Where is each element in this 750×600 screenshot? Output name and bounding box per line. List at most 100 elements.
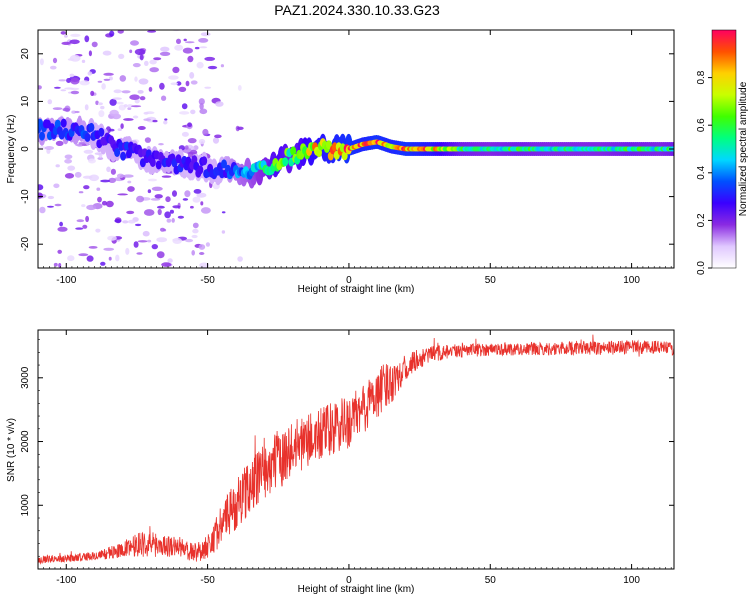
spectrogram-noise-blob xyxy=(88,158,96,164)
spectrogram-noise-blob xyxy=(64,173,75,179)
spectrogram-noise-blob xyxy=(199,108,208,115)
spectrogram-noise-blob xyxy=(53,86,61,89)
spectrogram-noise-blob xyxy=(190,146,195,151)
spectrogram-noise-blob xyxy=(90,90,95,96)
spectrogram-noise-blob xyxy=(127,186,135,192)
spectrogram-noise-blob xyxy=(55,140,64,146)
spectrogram-y-tick-label: 20 xyxy=(20,48,31,60)
spectrogram-noise-blob xyxy=(214,134,222,139)
spectrogram-noise-blob xyxy=(221,230,226,234)
spectrogram-noise-blob xyxy=(187,55,194,63)
spectrogram-noise-blob xyxy=(47,205,54,208)
spectrogram-noise-blob xyxy=(149,59,157,65)
spectrogram-noise-blob xyxy=(189,72,195,79)
spectrogram-noise-blob xyxy=(192,196,201,203)
snr-series-line xyxy=(37,334,675,565)
spectrogram-noise-blob xyxy=(136,195,145,203)
spectrogram-noise-blob xyxy=(139,54,144,61)
spectrogram-noise-blob xyxy=(172,237,182,244)
spectrogram-noise-blob xyxy=(106,166,111,173)
spectrogram-noise-blob xyxy=(198,98,205,105)
snr-x-tick-label: -100 xyxy=(56,575,76,586)
spectrogram-noise-blob xyxy=(149,67,159,73)
spectrogram-ridge-cell xyxy=(120,151,127,161)
spectrogram-noise-blob xyxy=(96,187,101,191)
spectrogram-noise-blob xyxy=(144,137,151,143)
colorbar-label: Normalized spectral amplitude xyxy=(738,81,749,216)
spectrogram-noise-blob xyxy=(57,226,68,232)
spectrogram-noise-blob xyxy=(198,244,206,250)
snr-y-label: SNR (10 * v/v) xyxy=(6,418,17,482)
spectrogram-noise-blob xyxy=(159,51,171,57)
spectrogram-noise-blob xyxy=(123,118,134,121)
spectrogram-noise-blob xyxy=(81,59,86,64)
spectrogram-noise-blob xyxy=(69,73,75,78)
spectrogram-noise-blob xyxy=(198,38,209,43)
spectrogram-noise-blob xyxy=(91,41,98,48)
spectrogram-noise-blob xyxy=(137,240,148,243)
spectrogram-ridge-cell xyxy=(88,122,95,132)
spectrogram-noise-blob xyxy=(122,220,129,224)
spectrogram-noise-blob xyxy=(174,44,184,51)
spectrogram-noise-blob xyxy=(69,39,80,45)
spectrogram-noise-blob xyxy=(133,241,139,248)
spectrogram-noise-blob xyxy=(143,209,155,216)
spectrogram-noise-blob xyxy=(64,34,68,38)
spectrogram-noise-blob xyxy=(139,96,146,101)
spectrogram-noise-blob xyxy=(134,76,138,82)
spectrogram-ridge-cell xyxy=(84,132,91,142)
spectrogram-noise-blob xyxy=(58,79,67,82)
spectrogram-ridge-cell xyxy=(98,127,105,137)
colorbar-gradient xyxy=(711,29,737,269)
spectrogram-ridge-cell xyxy=(114,148,121,157)
spectrogram-noise-blob xyxy=(97,157,104,160)
spectrogram-noise-blob xyxy=(185,80,190,87)
spectrogram-y-label: Frequency (Hz) xyxy=(6,115,17,184)
spectrogram-noise-blob xyxy=(94,152,103,155)
spectrogram-noise-blob xyxy=(97,80,103,83)
snr-y-tick-label: 3000 xyxy=(20,366,31,389)
spectrogram-noise-blob xyxy=(147,189,152,194)
spectrogram-noise-blob xyxy=(105,200,114,208)
spectrogram-noise-blob xyxy=(143,118,152,121)
spectrogram-noise-blob xyxy=(182,47,193,54)
spectrogram-noise-blob xyxy=(192,222,199,229)
spectrogram-noise-blob xyxy=(127,219,136,224)
spectrogram-noise-blob xyxy=(220,64,224,68)
spectrogram-noise-blob xyxy=(215,101,224,107)
spectrogram-noise-blob xyxy=(53,262,58,267)
spectrogram-ridge-cell xyxy=(282,157,289,167)
spectrogram-noise-blob xyxy=(103,72,114,76)
snr-y-tick-label: 2000 xyxy=(20,430,31,453)
spectrogram-noise-blob xyxy=(62,107,71,112)
spectrogram-noise-blob xyxy=(130,40,139,46)
spectrogram-noise-blob xyxy=(69,54,81,62)
spectrogram-noise-blob xyxy=(151,186,163,191)
colorbar-tick-label: 0.2 xyxy=(696,213,707,227)
spectrogram-noise-blob xyxy=(172,190,177,197)
spectrogram-noise-blob xyxy=(127,104,133,108)
spectrogram-noise-blob xyxy=(119,75,127,82)
spectrogram-noise-blob xyxy=(150,198,161,201)
spectrogram-noise-blob xyxy=(102,50,112,56)
spectrogram-noise-blob xyxy=(190,109,196,115)
spectrogram-noise-blob xyxy=(117,30,124,34)
spectrogram-ridge-cell xyxy=(60,118,67,128)
spectrogram-noise-blob xyxy=(86,204,97,211)
spectrogram-noise-blob xyxy=(108,256,112,261)
spectrogram-noise-blob xyxy=(161,95,167,101)
spectrogram-noise-blob xyxy=(159,82,165,90)
spectrogram-noise-blob xyxy=(199,252,205,255)
spectrogram-noise-blob xyxy=(75,143,83,147)
spectrogram-noise-blob xyxy=(52,57,58,64)
spectrogram-noise-blob xyxy=(190,80,198,85)
spectrogram-noise-blob xyxy=(110,168,116,175)
spectrogram-noise-blob xyxy=(172,205,181,209)
spectrogram-y-ticks: -20 -10 0 10 20 xyxy=(20,48,674,251)
spectrogram-noise-blob xyxy=(86,255,94,262)
spectrogram-noise-blob xyxy=(129,49,133,54)
spectrogram-noise-blob xyxy=(200,32,211,37)
spectrogram-noise-blob xyxy=(199,102,204,110)
spectrogram-noise-blob xyxy=(156,205,165,209)
spectrogram-noise-blob xyxy=(187,122,193,127)
